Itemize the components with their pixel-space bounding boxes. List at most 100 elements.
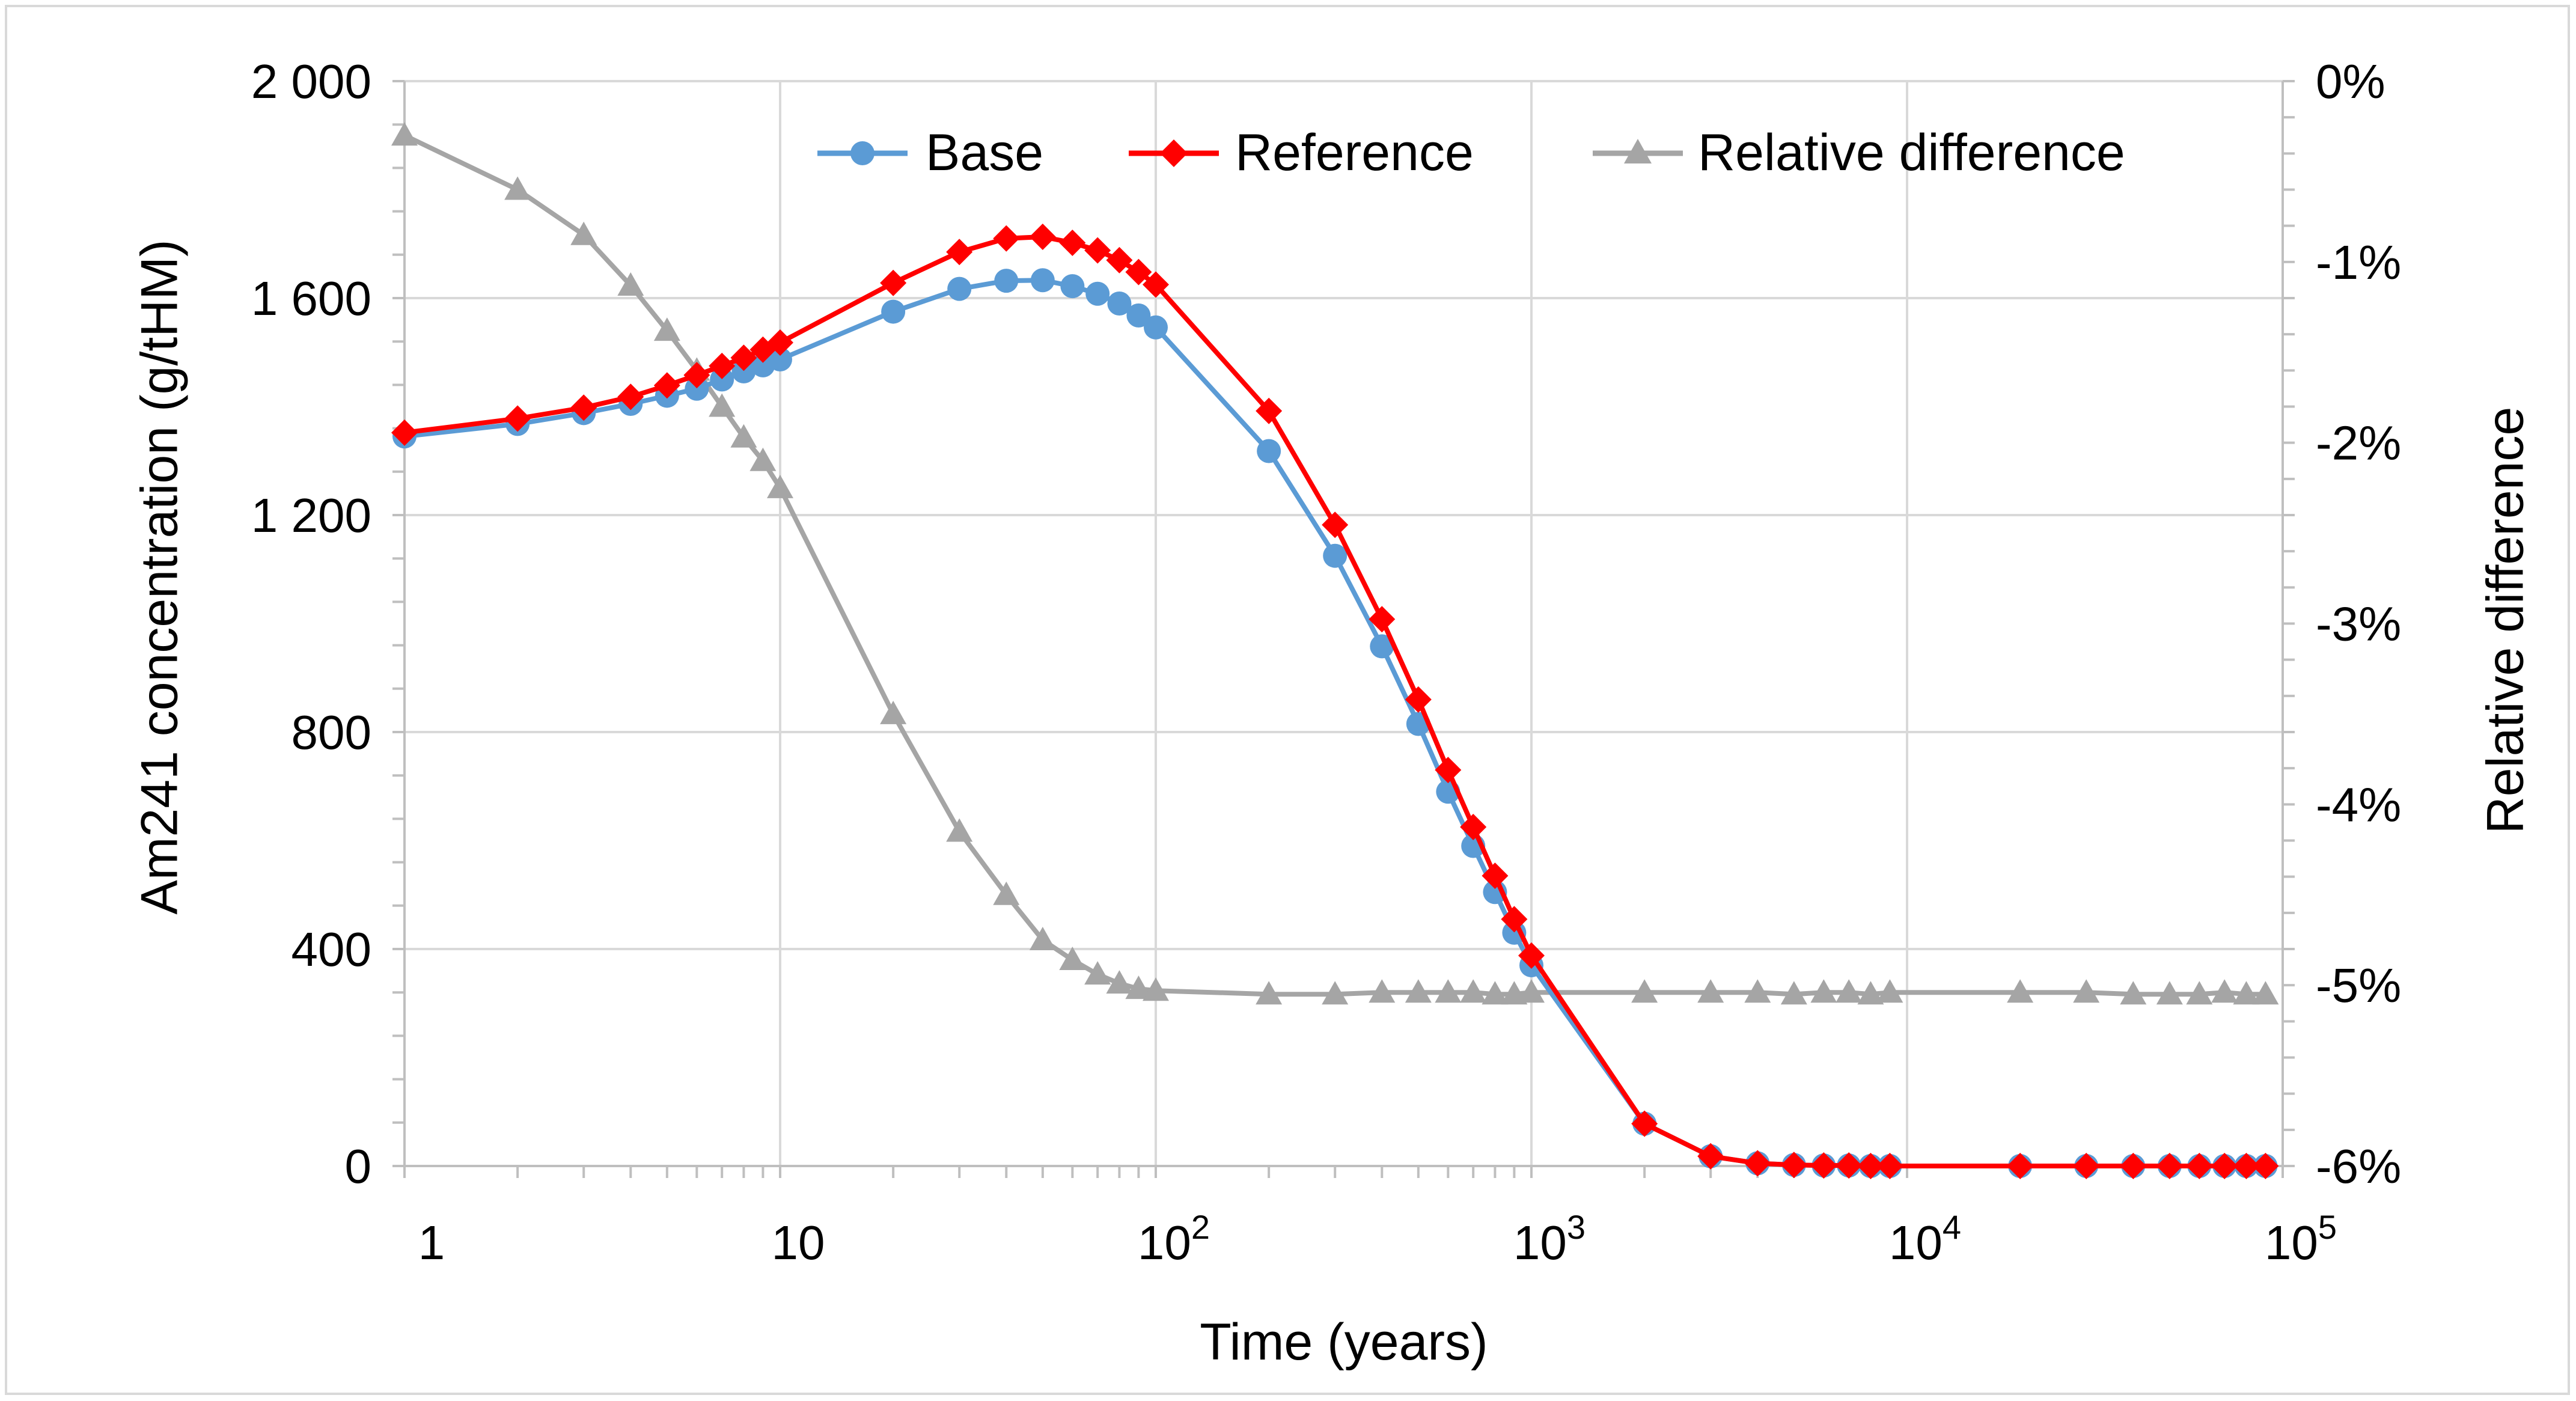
x-tick-label: 10	[772, 1216, 825, 1269]
data-point-relative-difference	[2233, 981, 2260, 1005]
x-tick-label: 103	[1513, 1208, 1586, 1269]
data-point-relative-difference	[1125, 975, 1152, 1000]
data-point-base	[1060, 274, 1085, 299]
y2-tick-label: -1%	[2316, 236, 2401, 289]
data-point-reference	[2120, 1153, 2147, 1179]
y2-tick-label: -2%	[2316, 417, 2401, 470]
data-point-reference	[391, 419, 418, 446]
data-point-reference	[1435, 757, 1462, 784]
data-point-reference	[2211, 1153, 2238, 1179]
data-point-base	[685, 376, 709, 401]
data-point-relative-difference	[570, 221, 597, 245]
data-point-relative-difference	[2252, 981, 2279, 1005]
data-point-relative-difference	[1744, 979, 1771, 1003]
data-point-reference	[1059, 229, 1086, 256]
data-point-base	[710, 367, 734, 392]
data-point-reference	[504, 405, 531, 432]
data-point-relative-difference	[1369, 979, 1396, 1003]
data-point-reference	[767, 329, 793, 356]
y-tick-label: 400	[291, 923, 371, 976]
data-point-relative-difference	[1836, 979, 1863, 1003]
data-point-relative-difference	[1084, 961, 1111, 985]
data-point-reference	[683, 362, 710, 389]
data-point-base	[1126, 303, 1151, 328]
x-tick-label: 1	[418, 1216, 445, 1269]
x-tick-label: 102	[1138, 1208, 1210, 1269]
data-point-reference	[946, 239, 973, 266]
y2-tick-label: -5%	[2316, 959, 2401, 1012]
data-point-reference	[653, 372, 680, 399]
data-point-reference	[2073, 1153, 2100, 1179]
data-point-reference	[1256, 397, 1283, 424]
data-point-reference	[1836, 1152, 1863, 1179]
data-point-reference	[1857, 1153, 1884, 1179]
data-point-reference	[1780, 1152, 1807, 1179]
legend-label-relative-difference: Relative difference	[1698, 124, 2125, 182]
y-tick-label: 1 200	[251, 489, 371, 542]
data-point-relative-difference	[1460, 979, 1487, 1003]
data-point-relative-difference	[1322, 981, 1349, 1005]
data-point-relative-difference	[1631, 979, 1658, 1003]
legend-item-relative-difference: Relative difference	[1593, 124, 2125, 182]
data-point-reference	[2233, 1153, 2260, 1179]
data-point-relative-difference	[1697, 979, 1724, 1003]
data-point-base	[1323, 543, 1348, 568]
series-line-reference	[404, 234, 2266, 1168]
data-point-reference	[1106, 246, 1133, 273]
y-tick-label: 1 600	[251, 272, 371, 325]
data-point-relative-difference	[749, 447, 777, 471]
legend: Base Reference Relative difference	[817, 124, 2125, 182]
data-point-reference	[2186, 1153, 2213, 1179]
data-point-reference	[570, 394, 597, 421]
data-point-reference	[2156, 1153, 2183, 1179]
y-tick-label: 2 000	[251, 55, 371, 108]
data-point-relative-difference	[617, 272, 644, 296]
legend-marker-base	[850, 141, 874, 165]
data-point-relative-difference	[391, 122, 418, 146]
y2-tick-label: -3%	[2316, 597, 2401, 651]
legend-label-base: Base	[926, 124, 1043, 182]
data-point-base	[768, 347, 792, 371]
x-tick-label: 105	[2265, 1208, 2337, 1269]
data-point-base	[1257, 439, 1281, 463]
tick-labels: 0 400 800 1 200 1 600 2 000 -6% -5% -4% -3% -2% -1%…	[251, 55, 2401, 1269]
data-point-reference	[1125, 258, 1152, 285]
x-tick-label: 104	[1889, 1208, 1961, 1269]
data-point-base	[994, 269, 1019, 293]
data-point-relative-difference	[2211, 979, 2238, 1003]
data-point-relative-difference	[1810, 979, 1837, 1003]
data-point-reference	[1405, 686, 1432, 713]
y-tick-label: 0	[345, 1140, 372, 1193]
data-point-relative-difference	[2156, 981, 2183, 1005]
data-point-base	[881, 299, 906, 324]
data-point-relative-difference	[730, 424, 757, 448]
data-point-reference	[1631, 1110, 1658, 1137]
data-point-reference	[1744, 1150, 1771, 1177]
data-point-relative-difference	[1876, 979, 1903, 1003]
data-point-relative-difference	[653, 317, 680, 341]
data-point-relative-difference	[1405, 979, 1432, 1003]
data-point-relative-difference	[1518, 979, 1545, 1003]
data-point-relative-difference	[2073, 979, 2100, 1003]
data-point-reference	[1029, 224, 1056, 251]
data-point-reference	[1697, 1143, 1724, 1170]
data-point-base	[947, 276, 972, 301]
legend-marker-reference	[1160, 139, 1188, 167]
axes	[392, 80, 2295, 1178]
data-point-reference	[1876, 1153, 1903, 1179]
data-point-relative-difference	[880, 700, 907, 724]
data-point-base	[1085, 281, 1110, 306]
data-point-reference	[1518, 942, 1545, 969]
y-tick-label: 800	[291, 706, 371, 759]
data-point-relative-difference	[1857, 981, 1884, 1005]
legend-item-reference: Reference	[1129, 124, 1474, 182]
data-point-reference	[2007, 1153, 2034, 1179]
data-point-reference	[1460, 813, 1487, 840]
data-point-reference	[730, 344, 757, 371]
legend-item-base: Base	[817, 124, 1043, 182]
x-axis-title: Time (years)	[1200, 1313, 1488, 1371]
data-point-relative-difference	[504, 176, 531, 200]
data-point-base	[1030, 268, 1055, 293]
data-point-relative-difference	[1780, 981, 1807, 1005]
